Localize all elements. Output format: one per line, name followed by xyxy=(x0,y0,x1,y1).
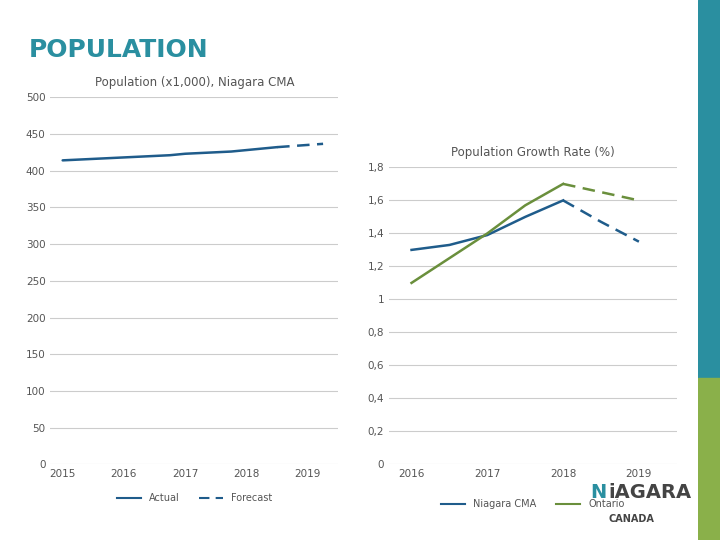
Title: Population (x1,000), Niagara CMA: Population (x1,000), Niagara CMA xyxy=(94,76,294,89)
Text: iAGARA: iAGARA xyxy=(608,483,691,502)
Legend: Niagara CMA, Ontario: Niagara CMA, Ontario xyxy=(437,495,629,513)
Legend: Actual, Forecast: Actual, Forecast xyxy=(113,489,276,507)
Bar xyxy=(698,0,720,378)
Title: Population Growth Rate (%): Population Growth Rate (%) xyxy=(451,146,615,159)
Text: POPULATION: POPULATION xyxy=(29,38,208,62)
Text: N: N xyxy=(590,483,607,502)
Bar xyxy=(698,378,720,540)
Text: CANADA: CANADA xyxy=(608,514,654,524)
